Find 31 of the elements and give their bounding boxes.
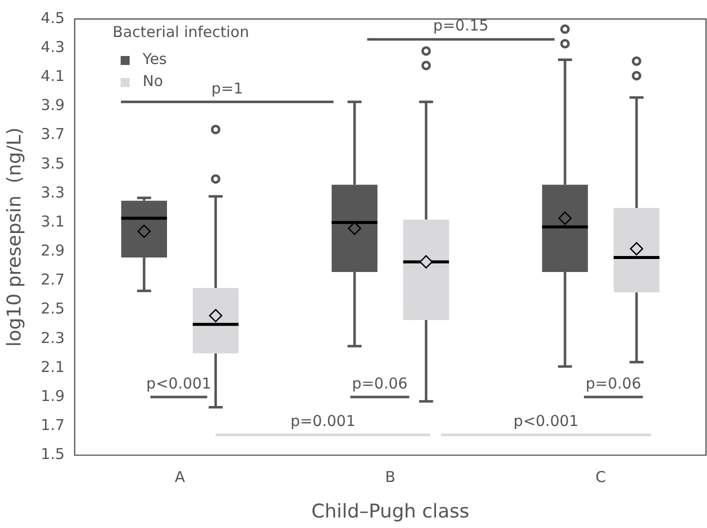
annotation: p<0.001 bbox=[514, 412, 579, 430]
y-tick-label: 1.9 bbox=[40, 386, 65, 405]
legend-label: No bbox=[142, 72, 164, 90]
x-tick-label: B bbox=[385, 468, 396, 486]
y-tick-label: 2.1 bbox=[40, 358, 65, 376]
annotation: p=0.001 bbox=[290, 412, 356, 430]
annotation: p<0.001 bbox=[146, 374, 212, 392]
annotation: p=1 bbox=[211, 79, 244, 98]
y-tick-label: 3.3 bbox=[40, 183, 65, 202]
x-axis-title: Child–Pugh class bbox=[311, 500, 470, 523]
y-tick-label: 4.3 bbox=[40, 38, 65, 56]
annotation: p=0.06 bbox=[352, 374, 408, 392]
x-tick-label: C bbox=[596, 468, 606, 486]
legend-title: Bacterial infection bbox=[112, 22, 250, 41]
y-axis-title: log10 presepsin (ng/L) bbox=[3, 128, 26, 347]
y-tick-label: 3.5 bbox=[40, 154, 65, 172]
y-tick-label: 4.5 bbox=[40, 8, 65, 27]
y-tick-label: 3.1 bbox=[40, 212, 65, 230]
y-tick-label: 2.5 bbox=[40, 300, 65, 318]
y-tick-label: 2.9 bbox=[40, 242, 65, 260]
annotation: p=0.06 bbox=[586, 374, 642, 392]
y-tick-label: 3.7 bbox=[40, 125, 65, 144]
y-tick-label: 1.5 bbox=[40, 445, 65, 464]
y-tick-label: 2.7 bbox=[40, 270, 65, 289]
y-tick-label: 1.7 bbox=[40, 416, 65, 434]
x-tick-label: A bbox=[174, 468, 186, 486]
y-tick-label: 3.9 bbox=[40, 96, 65, 114]
annotation: p=0.15 bbox=[433, 16, 489, 35]
y-tick-label: 4.1 bbox=[40, 67, 65, 86]
y-tick-label: 2.3 bbox=[40, 328, 65, 347]
legend-label: Yes bbox=[142, 50, 168, 68]
